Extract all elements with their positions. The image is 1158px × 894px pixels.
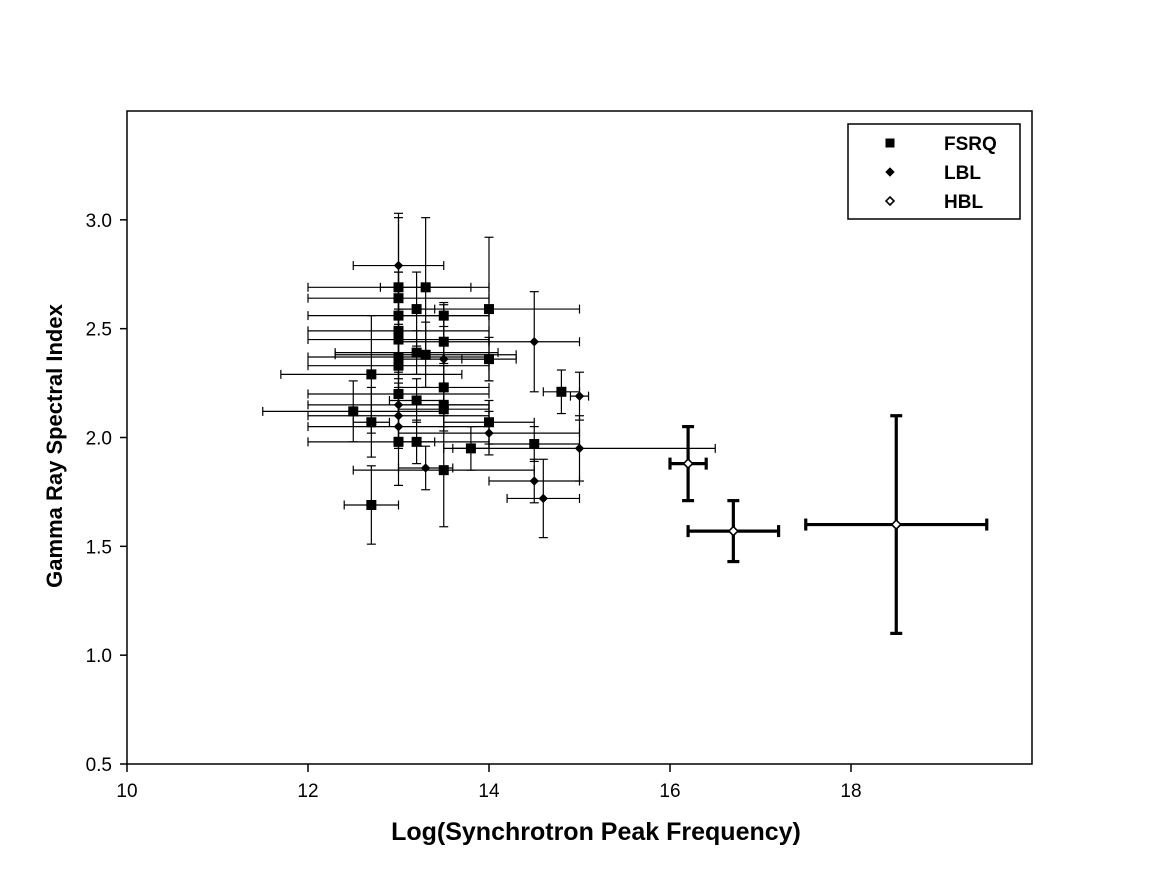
fsrq-marker xyxy=(529,439,540,450)
fsrq-marker xyxy=(393,360,404,371)
lbl-marker xyxy=(484,428,494,438)
legend-label-fsrq: FSRQ xyxy=(944,134,997,155)
lbl-marker xyxy=(529,337,539,347)
x-tick-label: 16 xyxy=(659,781,680,802)
lbl-point xyxy=(397,445,454,491)
lbl-point xyxy=(506,458,581,539)
x-axis-ticks: 10 12 14 16 18 xyxy=(116,764,862,802)
legend: FSRQ LBL HBL xyxy=(847,123,1021,220)
y-tick-label: 1.5 xyxy=(86,537,112,558)
x-tick-label: 18 xyxy=(840,781,861,802)
lbl-marker xyxy=(420,463,431,473)
lbl-marker xyxy=(538,493,549,504)
hbl-marker xyxy=(890,518,902,531)
fsrq-marker xyxy=(438,465,449,476)
fsrq-marker xyxy=(366,499,377,510)
lbl-point xyxy=(397,301,490,417)
lbl-marker xyxy=(393,260,404,271)
hbl-marker xyxy=(727,525,739,537)
legend-entry-fsrq: FSRQ xyxy=(885,134,997,155)
legend-label-lbl: LBL xyxy=(944,163,981,184)
lbl-point xyxy=(488,291,581,393)
lbl-marker xyxy=(574,391,585,401)
data-marks xyxy=(262,212,989,636)
fsrq-point xyxy=(542,369,581,415)
lbl-marker xyxy=(574,443,585,454)
legend-label-hbl: HBL xyxy=(944,192,983,213)
lbl-marker xyxy=(529,476,539,486)
legend-marker-hbl xyxy=(884,195,896,207)
x-axis-title: Log(Synchrotron Peak Frequency) xyxy=(391,818,801,846)
fsrq-marker xyxy=(366,417,377,428)
legend-box xyxy=(847,123,1021,220)
legend-entry-lbl: LBL xyxy=(885,163,981,184)
y-tick-label: 2.0 xyxy=(86,429,112,450)
lbl-point xyxy=(352,212,445,319)
fsrq-marker xyxy=(484,304,494,315)
fsrq-marker xyxy=(348,406,359,417)
x-tick-label: 12 xyxy=(297,781,318,802)
fsrq-point xyxy=(334,330,499,375)
fsrq-marker xyxy=(411,436,422,447)
x-tick-label: 10 xyxy=(116,781,137,802)
hbl-series xyxy=(668,414,989,636)
hbl-point xyxy=(686,499,781,564)
fsrq-marker xyxy=(411,395,422,406)
hbl-point xyxy=(804,414,989,636)
fsrq-marker xyxy=(411,347,422,358)
y-axis-ticks: 0.5 1.0 1.5 2.0 2.5 3.0 xyxy=(86,211,127,776)
legend-marker-lbl xyxy=(885,167,895,177)
y-tick-label: 0.5 xyxy=(86,755,112,776)
fsrq-point xyxy=(352,386,391,458)
lbl-point xyxy=(443,415,716,482)
x-tick-label: 14 xyxy=(478,781,500,802)
y-axis-title: Gamma Ray Spectral Index xyxy=(42,303,67,587)
lbl-point xyxy=(569,371,590,421)
lbl-point xyxy=(488,458,581,504)
fsrq-point xyxy=(352,412,535,528)
fsrq-series xyxy=(262,217,581,545)
fsrq-marker xyxy=(556,386,567,397)
hbl-point xyxy=(668,425,708,503)
y-tick-label: 2.5 xyxy=(86,320,112,341)
legend-entry-hbl: HBL xyxy=(884,192,983,213)
hbl-marker xyxy=(682,457,694,470)
legend-entries: FSRQ LBL HBL xyxy=(884,134,997,213)
fsrq-point xyxy=(488,426,581,463)
fsrq-marker xyxy=(420,349,431,360)
fsrq-marker xyxy=(366,369,377,380)
lbl-marker xyxy=(439,354,449,364)
y-tick-label: 3.0 xyxy=(86,211,112,232)
y-tick-label: 1.0 xyxy=(86,646,112,667)
lbl-series xyxy=(307,212,716,539)
legend-marker-fsrq xyxy=(885,138,895,148)
fsrq-point xyxy=(343,465,400,545)
